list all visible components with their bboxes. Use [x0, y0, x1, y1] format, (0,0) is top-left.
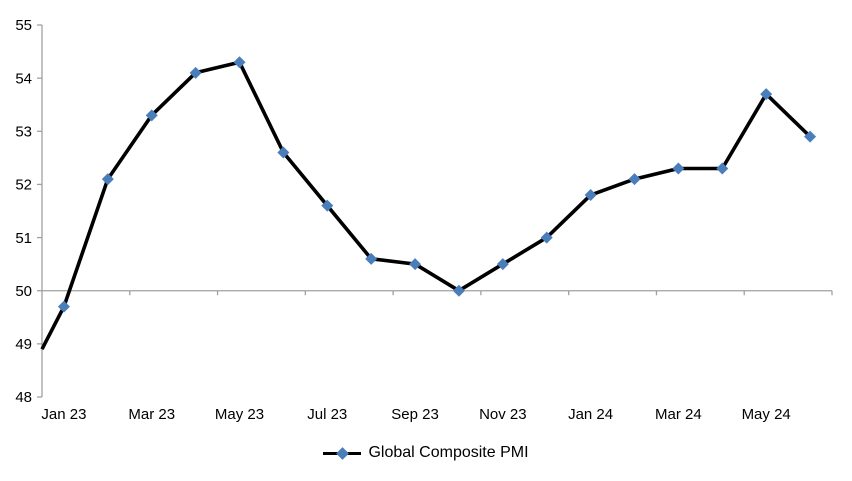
x-tick-label: Jul 23	[307, 406, 347, 423]
data-point-marker	[189, 66, 202, 79]
y-tick-label: 51	[15, 230, 32, 247]
data-point-marker	[321, 199, 334, 212]
data-point-marker	[716, 162, 729, 175]
data-point-marker	[101, 173, 114, 186]
x-tick-label: May 23	[215, 406, 264, 423]
legend: Global Composite PMI	[0, 441, 852, 465]
data-point-marker	[540, 231, 553, 244]
data-point-marker	[584, 189, 597, 202]
x-tick-label: Jan 24	[568, 406, 613, 423]
data-point-marker	[233, 56, 246, 69]
x-tick-label: Nov 23	[479, 406, 527, 423]
y-tick-label: 55	[15, 17, 32, 34]
y-tick-label: 53	[15, 123, 32, 140]
data-point-marker	[452, 284, 465, 297]
data-point-marker	[145, 109, 158, 122]
data-point-marker	[409, 258, 422, 271]
x-tick-label: Jan 23	[41, 406, 86, 423]
y-tick-label: 50	[15, 283, 32, 300]
x-tick-label: Sep 23	[391, 406, 439, 423]
pmi-series-line	[40, 60, 812, 351]
data-point-marker	[672, 162, 685, 175]
x-tick-label: Mar 23	[128, 406, 175, 423]
data-point-marker	[804, 130, 817, 143]
data-point-marker	[760, 88, 773, 101]
data-point-marker	[57, 300, 70, 313]
data-point-marker	[365, 252, 378, 265]
legend-line-marker-icon	[323, 445, 362, 461]
data-point-marker	[496, 258, 509, 271]
y-tick-label: 48	[15, 389, 32, 406]
y-tick-label: 49	[15, 336, 32, 353]
y-tick-label: 52	[15, 177, 32, 194]
data-point-marker	[628, 173, 641, 186]
x-tick-label: May 24	[742, 406, 791, 423]
legend-diamond-icon	[336, 447, 350, 460]
data-point-marker	[277, 146, 290, 159]
y-tick-label: 54	[15, 70, 32, 87]
x-tick-label: Mar 24	[655, 406, 702, 423]
legend-label: Global Composite PMI	[368, 444, 529, 461]
